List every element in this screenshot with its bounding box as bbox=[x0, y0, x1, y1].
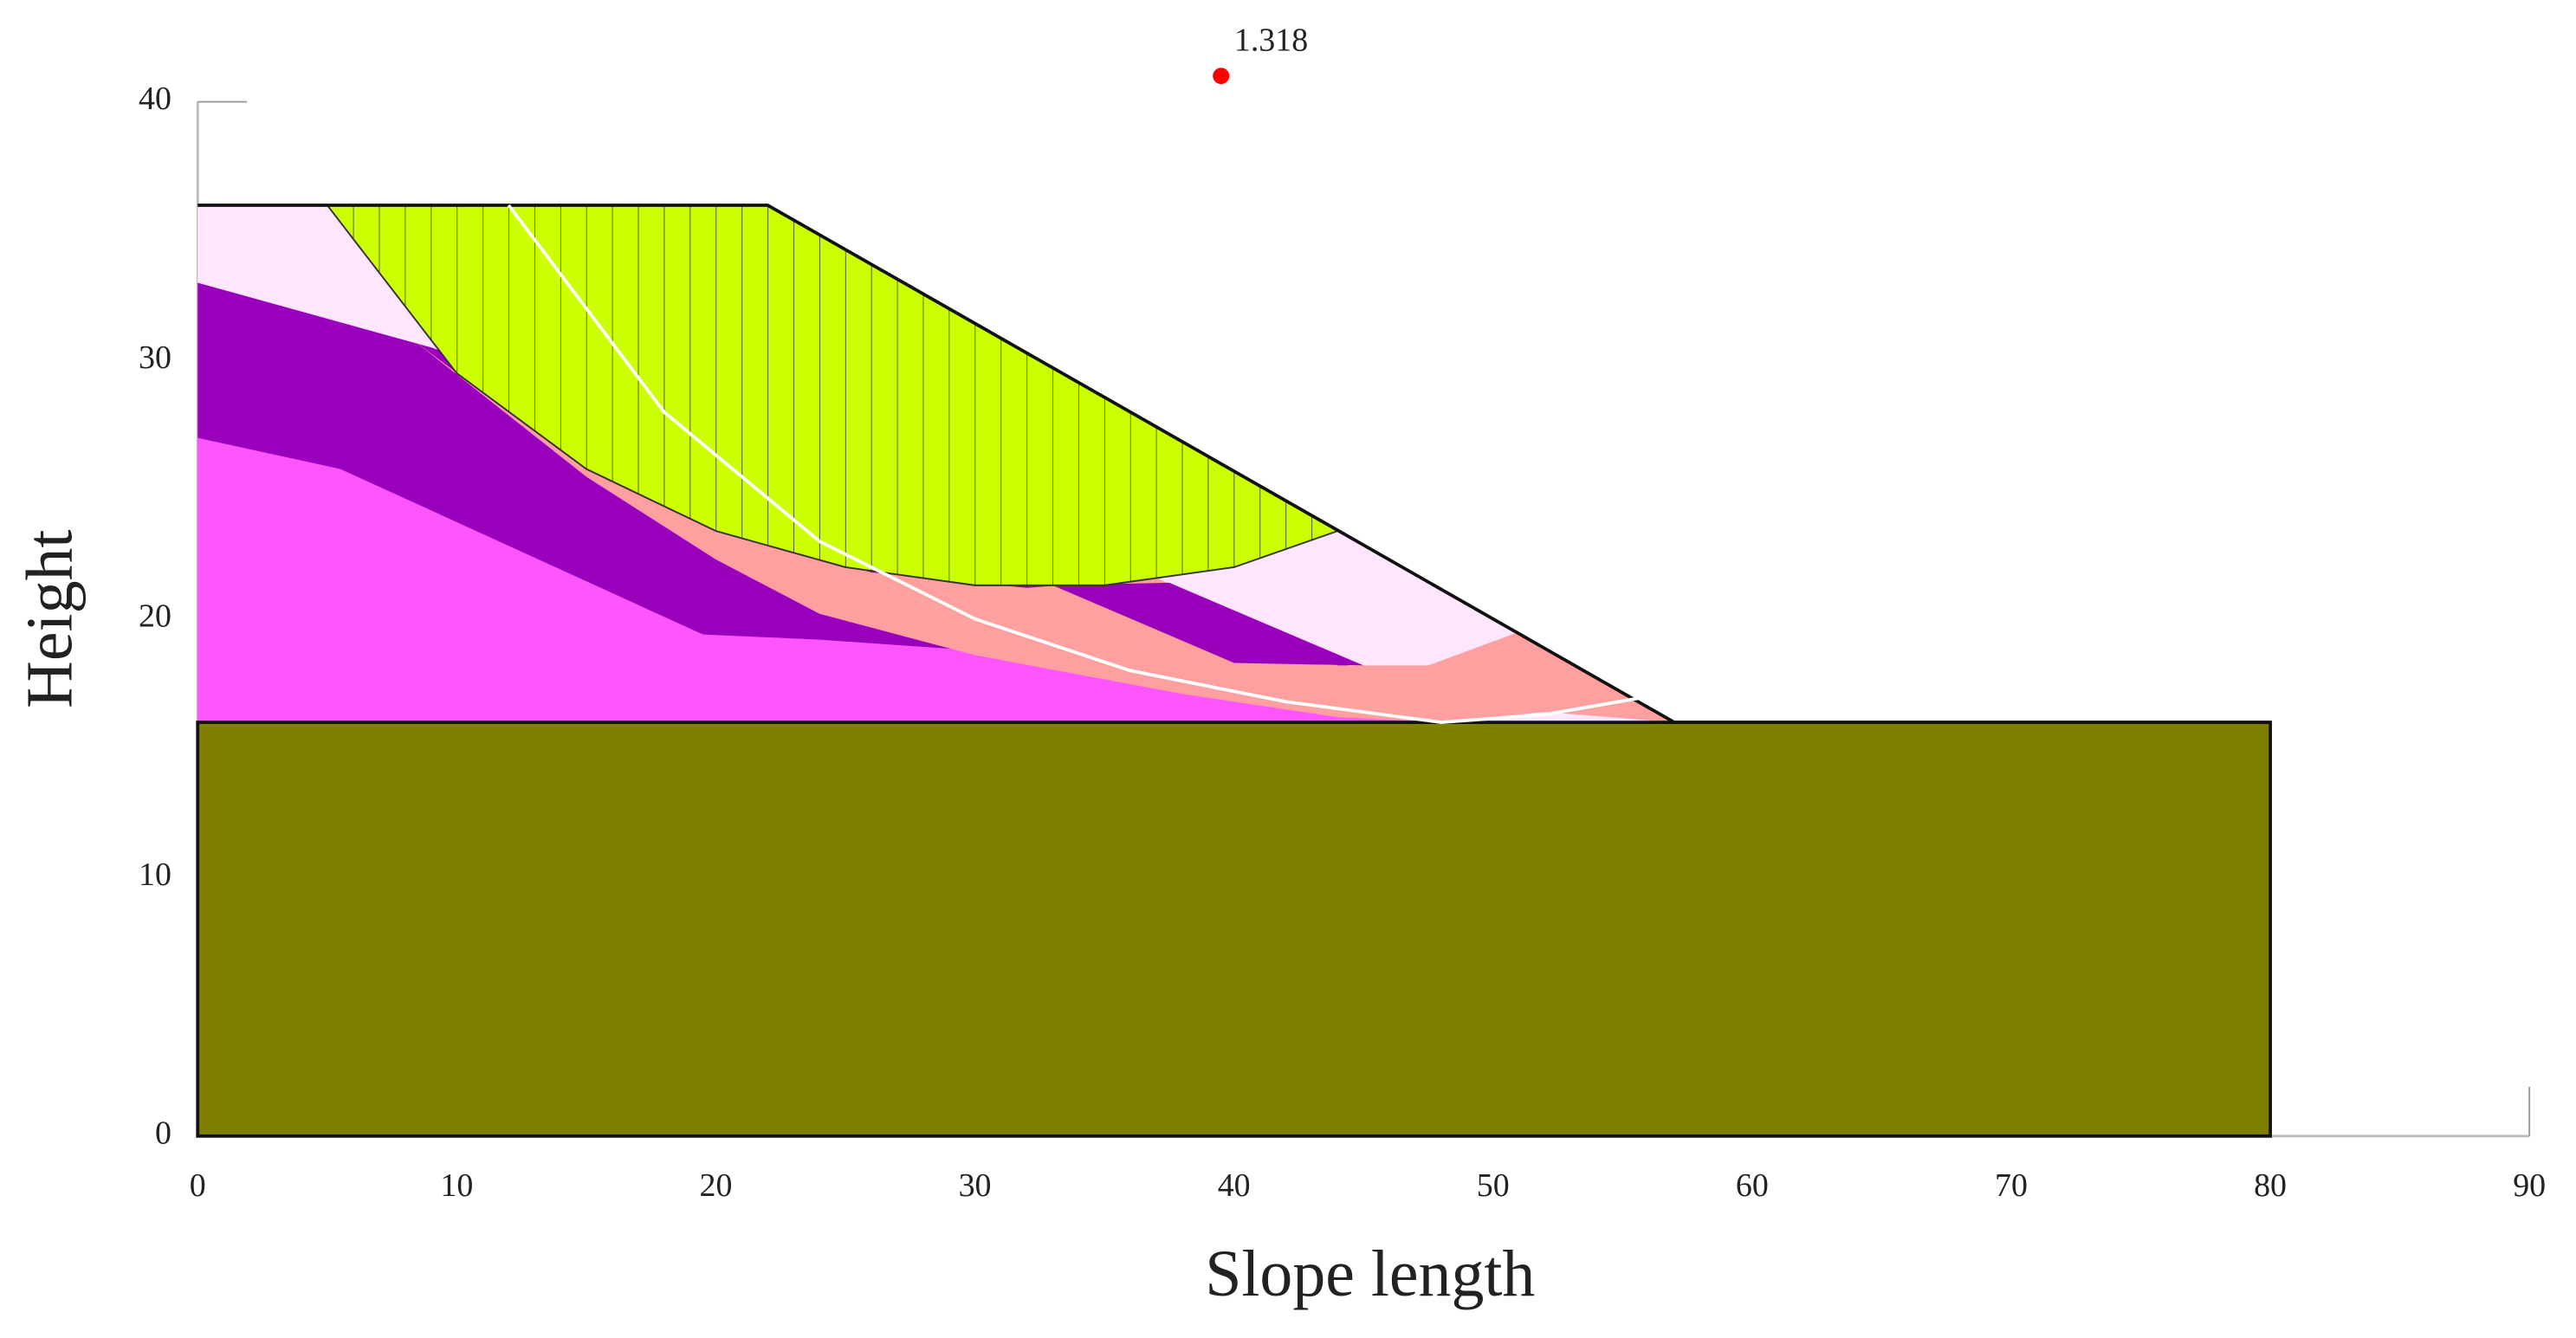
critical-slip-surface bbox=[507, 204, 1649, 725]
x-tick-label: 0 bbox=[190, 1167, 206, 1204]
y-axis-title: Height bbox=[14, 530, 87, 708]
x-axis-title: Slope length bbox=[1205, 1238, 1535, 1310]
x-tick-label: 90 bbox=[2513, 1167, 2546, 1204]
slip-center bbox=[1213, 68, 1230, 85]
soil-region bbox=[412, 339, 1675, 723]
x-tick-label: 60 bbox=[1736, 1167, 1769, 1204]
x-tick-label: 20 bbox=[699, 1167, 732, 1204]
x-tick-label: 10 bbox=[440, 1167, 473, 1204]
y-tick-label: 20 bbox=[139, 598, 172, 634]
x-tick-label: 30 bbox=[959, 1167, 992, 1204]
soil-region bbox=[1052, 582, 1364, 666]
x-tick-label: 40 bbox=[1218, 1167, 1251, 1204]
soil-region bbox=[197, 437, 1441, 723]
y-tick-label: 0 bbox=[155, 1115, 172, 1152]
safety-factor-label: 1.318 bbox=[1234, 22, 1308, 58]
bedrock-outline bbox=[196, 721, 2272, 1138]
slope-surface bbox=[197, 204, 2271, 725]
x-tick-label: 80 bbox=[2254, 1167, 2287, 1204]
x-tick-label: 50 bbox=[1477, 1167, 1510, 1204]
y-tick-label: 30 bbox=[139, 339, 172, 376]
y-tick-label: 40 bbox=[139, 81, 172, 117]
x-tick-label: 70 bbox=[1995, 1167, 2028, 1204]
soil-region bbox=[197, 722, 2271, 1136]
y-tick-label: 10 bbox=[139, 856, 172, 893]
